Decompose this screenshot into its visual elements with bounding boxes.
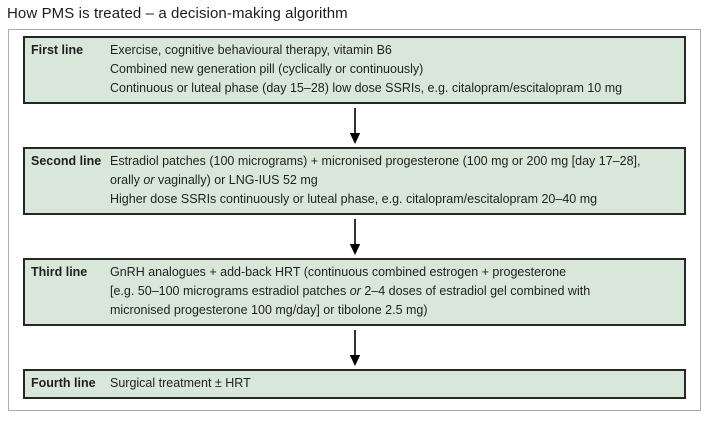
treatment-text-line: Combined new generation pill (cyclically… — [110, 62, 424, 76]
treatment-content: Surgical treatment ± HRT — [110, 374, 678, 393]
down-arrow-icon — [349, 218, 360, 255]
page-title: How PMS is treated – a decision-making a… — [7, 5, 348, 22]
treatment-content: Exercise, cognitive behavioural therapy,… — [110, 41, 678, 98]
treatment-text-line: [e.g. 50–100 micrograms estradiol patche… — [110, 284, 591, 298]
down-arrow-icon — [349, 107, 360, 144]
treatment-text-line: Higher dose SSRIs continuously or luteal… — [110, 192, 598, 206]
treatment-label: Second line — [31, 154, 102, 168]
algorithm-container: First line Exercise, cognitive behavioura… — [8, 29, 701, 411]
treatment-content: GnRH analogues + add-back HRT (continuou… — [110, 263, 678, 320]
treatment-text-line: micronised progesterone 100 mg/day] or t… — [110, 303, 428, 317]
treatment-box-second-line: Second line Estradiol patches (100 microg… — [23, 147, 686, 215]
treatment-content: Estradiol patches (100 micrograms) + mic… — [110, 152, 678, 209]
down-arrow — [23, 104, 686, 147]
treatment-text-line: orally or vaginally) or LNG-IUS 52 mg — [110, 173, 318, 187]
treatment-box-fourth-line: Fourth line Surgical treatment ± HRT — [23, 369, 686, 399]
treatment-label: Fourth line — [31, 376, 96, 390]
treatment-text-line: Exercise, cognitive behavioural therapy,… — [110, 43, 392, 57]
treatment-text-line: GnRH analogues + add-back HRT (continuou… — [110, 265, 567, 279]
treatment-label: Third line — [31, 265, 88, 279]
treatment-box-third-line: Third line GnRH analogues + add-back HRT … — [23, 258, 686, 326]
treatment-text-line: Continuous or luteal phase (day 15–28) l… — [110, 81, 623, 95]
treatment-text-line: Surgical treatment ± HRT — [110, 376, 251, 390]
treatment-label: First line — [31, 43, 84, 57]
down-arrow — [23, 326, 686, 369]
down-arrow-icon — [349, 329, 360, 366]
down-arrow — [23, 215, 686, 258]
treatment-box-first-line: First line Exercise, cognitive behavioura… — [23, 36, 686, 104]
treatment-text-line: Estradiol patches (100 micrograms) + mic… — [110, 154, 641, 168]
